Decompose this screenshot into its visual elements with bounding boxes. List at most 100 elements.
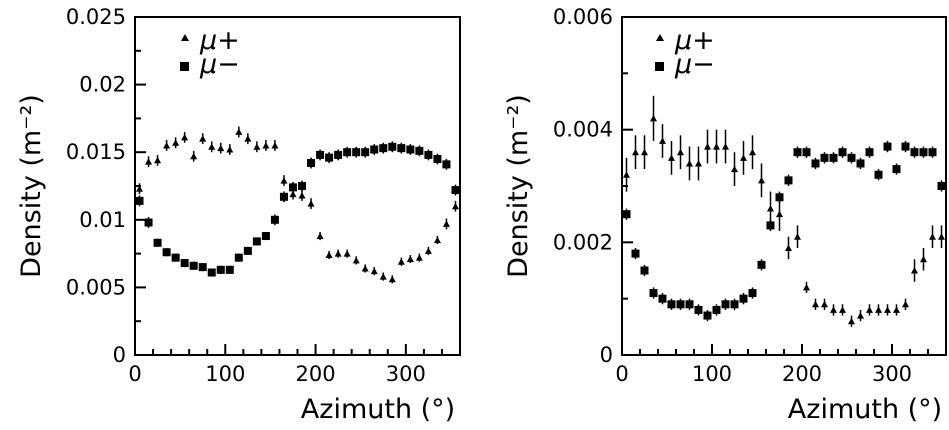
- data-point-mu-minus: [865, 148, 874, 157]
- data-point-mu-minus: [856, 159, 865, 168]
- data-point-mu-plus: [388, 275, 396, 283]
- legend-label-mu-plus: μ+: [199, 25, 240, 56]
- data-point-mu-minus: [279, 192, 288, 201]
- y-tick-label: 0.02: [79, 73, 126, 97]
- data-point-mu-plus: [704, 143, 711, 150]
- data-point-mu-minus: [721, 300, 730, 309]
- data-point-mu-minus: [433, 154, 442, 163]
- data-point-mu-minus: [162, 248, 171, 257]
- data-point-mu-plus: [758, 176, 765, 184]
- y-tick-label: 0.006: [553, 5, 613, 29]
- data-point-mu-plus: [902, 300, 909, 308]
- data-point-mu-minus: [261, 232, 270, 241]
- y-tick-label: 0: [113, 343, 126, 367]
- data-point-mu-minus: [739, 294, 748, 303]
- data-point-mu-plus: [893, 306, 900, 313]
- data-point-mu-plus: [875, 306, 882, 313]
- y-tick-label: 0: [600, 343, 613, 367]
- data-point-mu-plus: [325, 251, 333, 258]
- x-axis-title: Azimuth (°): [788, 394, 942, 425]
- data-point-mu-minus: [712, 305, 721, 314]
- data-point-mu-plus: [920, 255, 927, 263]
- data-point-mu-minus: [171, 253, 180, 262]
- data-point-mu-plus: [740, 154, 747, 161]
- data-point-mu-plus: [866, 306, 873, 313]
- data-point-mu-minus: [667, 300, 676, 309]
- data-point-mu-plus: [262, 141, 270, 149]
- data-point-mu-minus: [892, 165, 901, 174]
- y-tick-label: 0.025: [66, 5, 126, 29]
- data-point-mu-minus: [658, 294, 667, 303]
- data-point-mu-plus: [641, 148, 648, 156]
- data-point-mu-minus: [451, 186, 460, 195]
- data-point-mu-plus: [677, 148, 684, 156]
- data-point-mu-minus: [937, 182, 946, 190]
- data-point-mu-plus: [713, 143, 720, 150]
- data-point-mu-minus: [802, 148, 811, 157]
- data-point-mu-minus: [748, 289, 757, 298]
- data-point-mu-minus: [379, 144, 388, 153]
- data-point-mu-minus: [685, 300, 694, 309]
- data-point-mu-plus: [181, 133, 189, 141]
- data-point-mu-plus: [271, 141, 279, 149]
- data-point-mu-plus: [830, 306, 837, 313]
- data-point-mu-plus: [812, 300, 819, 308]
- data-point-mu-plus: [686, 159, 693, 167]
- data-point-mu-plus: [415, 254, 423, 261]
- data-point-mu-plus: [938, 233, 945, 240]
- data-point-mu-minus: [928, 148, 937, 157]
- data-point-mu-plus: [244, 135, 252, 142]
- data-point-mu-plus: [839, 306, 846, 313]
- data-point-mu-minus: [153, 238, 162, 247]
- data-point-mu-plus: [785, 244, 792, 251]
- data-point-mu-minus: [370, 145, 379, 154]
- data-point-mu-plus: [794, 233, 801, 240]
- data-point-mu-plus: [884, 306, 891, 313]
- data-point-mu-minus: [793, 148, 802, 157]
- data-point-mu-plus: [154, 156, 162, 164]
- data-point-mu-minus: [784, 176, 793, 185]
- data-point-mu-plus: [190, 152, 198, 160]
- data-point-mu-plus: [343, 250, 351, 257]
- data-point-mu-minus: [694, 305, 703, 314]
- data-point-mu-plus: [172, 139, 180, 146]
- data-point-mu-minus: [207, 268, 216, 277]
- data-point-mu-plus: [361, 264, 369, 272]
- data-point-mu-plus: [442, 220, 450, 227]
- data-point-mu-minus: [622, 210, 631, 219]
- data-point-mu-plus: [722, 143, 729, 150]
- data-point-mu-plus: [731, 165, 738, 173]
- data-point-mu-minus: [216, 265, 225, 274]
- data-point-mu-minus: [703, 311, 712, 320]
- x-tick-label: 100: [205, 362, 245, 386]
- data-point-mu-plus: [632, 148, 639, 156]
- data-point-mu-minus: [298, 182, 307, 190]
- data-point-mu-plus: [145, 158, 153, 165]
- data-point-mu-plus: [307, 200, 315, 207]
- data-point-mu-plus: [451, 202, 459, 210]
- data-point-mu-plus: [424, 247, 432, 254]
- y-axis-title: Density (m⁻²): [16, 94, 47, 278]
- y-tick-label: 0.002: [553, 230, 613, 254]
- data-point-mu-plus: [352, 256, 360, 264]
- data-point-mu-plus: [911, 267, 918, 274]
- data-point-mu-minus: [829, 153, 838, 162]
- data-point-mu-plus: [433, 236, 441, 244]
- data-point-mu-plus: [334, 250, 342, 257]
- data-point-mu-minus: [442, 160, 451, 169]
- data-point-mu-minus: [640, 266, 649, 275]
- data-point-mu-minus: [135, 196, 144, 205]
- data-point-mu-plus: [821, 300, 828, 308]
- data-point-mu-minus: [919, 148, 928, 157]
- data-point-mu-plus: [208, 143, 216, 150]
- data-point-mu-plus: [199, 135, 207, 142]
- data-point-mu-minus: [424, 150, 433, 159]
- data-point-mu-minus: [847, 153, 856, 162]
- data-point-mu-minus: [775, 193, 784, 202]
- x-axis-title: Azimuth (°): [301, 394, 455, 425]
- data-point-mu-minus: [676, 300, 685, 309]
- right-panel: 0 0.002 0.004 0.006 0 100 200 300 Azimuth (°) Den…: [503, 5, 947, 425]
- data-point-mu-minus: [649, 289, 658, 298]
- data-point-mu-minus: [388, 142, 397, 151]
- data-point-mu-minus: [189, 261, 198, 270]
